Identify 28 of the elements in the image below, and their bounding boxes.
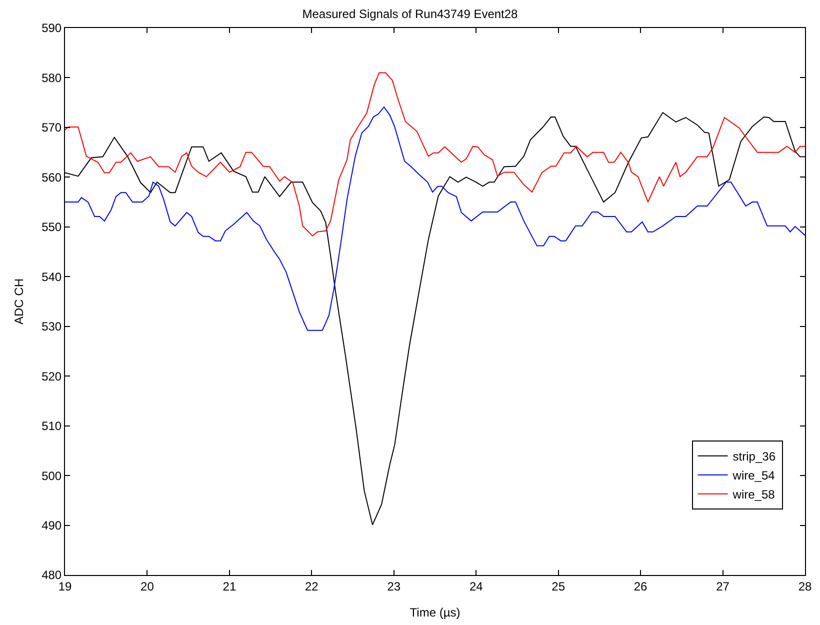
x-axis-title: Time (µs)	[410, 605, 460, 620]
line-series	[65, 72, 805, 236]
y-tick-label: 520	[42, 369, 62, 384]
chart-title: Measured Signals of Run43749 Event28	[302, 6, 518, 21]
y-tick-label: 540	[42, 270, 62, 284]
y-tick-label: 570	[42, 120, 62, 135]
y-tick-label: 590	[42, 21, 62, 36]
x-tick-label: 28	[798, 579, 812, 594]
y-tick-label: 580	[42, 70, 62, 85]
legend-label: wire_58	[732, 488, 776, 502]
line-series	[65, 106, 805, 331]
x-tick-label: 24	[469, 579, 484, 594]
x-tick-label: 21	[222, 579, 236, 594]
x-tick-label: 20	[140, 579, 154, 594]
x-tick-label: 26	[634, 579, 648, 594]
y-tick-label: 530	[42, 320, 62, 334]
x-tick-label: 25	[552, 579, 566, 594]
y-axis-title: ADC CH	[12, 278, 26, 325]
x-tick-label: 22	[304, 579, 319, 594]
y-tick-label: 560	[42, 170, 62, 184]
y-tick-label: 490	[42, 518, 62, 532]
x-tick-label: 27	[716, 579, 730, 594]
legend-label: wire_54	[732, 468, 776, 483]
y-tick-label: 500	[42, 468, 62, 483]
legend-label: strip_36	[732, 450, 776, 464]
y-tick-label: 550	[42, 220, 62, 234]
x-tick-label: 23	[387, 579, 401, 594]
y-tick-label: 510	[42, 419, 62, 434]
